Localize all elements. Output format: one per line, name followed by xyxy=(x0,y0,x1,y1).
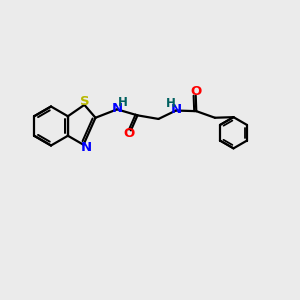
Text: S: S xyxy=(80,95,90,108)
Text: H: H xyxy=(166,98,176,110)
Text: H: H xyxy=(118,96,128,109)
Text: O: O xyxy=(124,128,135,140)
Text: N: N xyxy=(170,103,182,116)
Text: N: N xyxy=(81,141,92,154)
Text: O: O xyxy=(190,85,201,98)
Text: N: N xyxy=(112,102,123,115)
